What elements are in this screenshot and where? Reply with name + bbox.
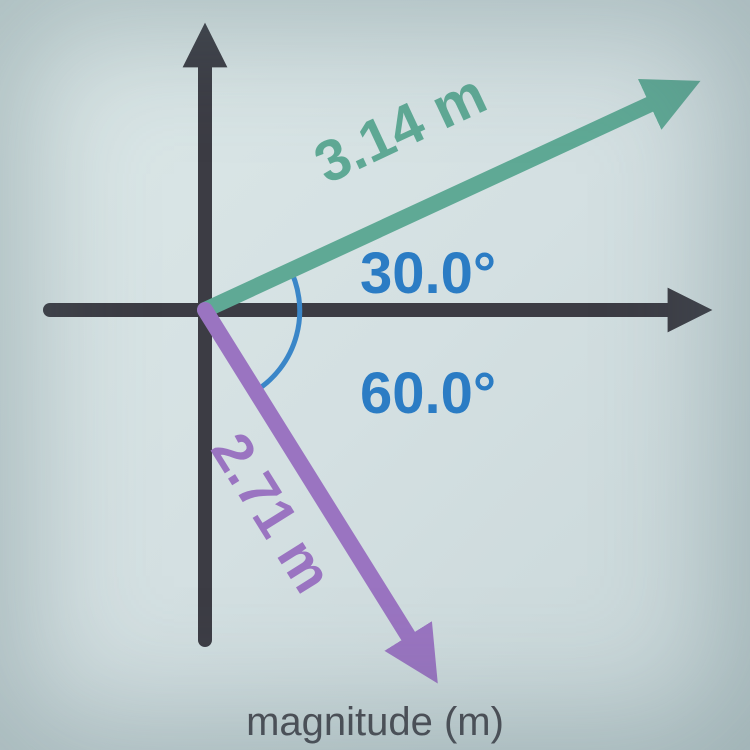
label-text: 30.0° bbox=[360, 241, 496, 306]
caption: magnitude (m) bbox=[246, 700, 504, 745]
vector-diagram: 3.14 m 30.0° 60.0° 2.71 m magnitude (m) bbox=[0, 0, 750, 750]
vector-a-angle-label: 30.0° bbox=[360, 240, 496, 307]
label-text: 60.0° bbox=[360, 361, 496, 426]
vector-b-angle-label: 60.0° bbox=[360, 360, 496, 427]
caption-text: magnitude (m) bbox=[246, 700, 504, 744]
